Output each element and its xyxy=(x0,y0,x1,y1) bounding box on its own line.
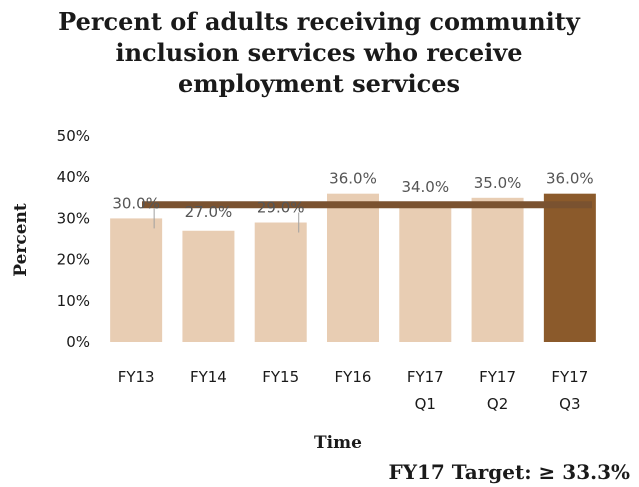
data-label: 27.0% xyxy=(185,203,233,221)
data-label: 29.0% xyxy=(257,199,305,217)
bar xyxy=(543,193,596,342)
data-label: 30.0% xyxy=(112,194,160,212)
x-tick-label: FY14 xyxy=(190,368,227,386)
x-tick-label: FY16 xyxy=(335,368,372,386)
data-label: 34.0% xyxy=(401,178,449,196)
bar xyxy=(110,218,163,342)
x-tick-label: FY17 xyxy=(479,368,516,386)
x-tick-label: FY17 xyxy=(407,368,444,386)
y-axis-ticks: 0% 10% 20% 30% 40% 50% xyxy=(57,127,90,351)
x-tick-label: Q3 xyxy=(559,395,580,413)
x-tick-label: FY15 xyxy=(262,368,299,386)
x-tick-label: Q2 xyxy=(487,395,508,413)
data-label: 36.0% xyxy=(329,170,377,188)
bar xyxy=(327,193,379,342)
y-tick-label: 50% xyxy=(57,127,90,145)
x-axis-ticks: FY13 FY14 FY15 FY16 FY17 Q1 FY17 Q2 FY17 Q3 xyxy=(118,368,589,413)
bar xyxy=(254,222,307,342)
y-tick-label: 30% xyxy=(57,209,90,227)
target-line-group xyxy=(142,201,592,233)
y-tick-label: 10% xyxy=(57,292,90,310)
chart-title-line: Percent of adults receiving community xyxy=(58,7,581,36)
target-note: FY17 Target: ≥ 33.3% xyxy=(389,460,630,484)
bar xyxy=(471,197,524,342)
data-label: 35.0% xyxy=(474,174,522,192)
bar xyxy=(399,201,452,342)
bars xyxy=(110,193,596,342)
y-tick-label: 0% xyxy=(66,333,90,351)
y-tick-label: 40% xyxy=(57,168,90,186)
y-axis-title: Percent xyxy=(11,203,31,277)
data-label: 36.0% xyxy=(546,170,594,188)
y-tick-label: 20% xyxy=(57,251,90,269)
chart-title-line: inclusion services who receive xyxy=(115,38,522,67)
x-axis-title: Time xyxy=(314,433,362,453)
chart-title: Percent of adults receiving communityinc… xyxy=(58,7,581,98)
x-tick-label: FY17 xyxy=(551,368,588,386)
chart-title-line: employment services xyxy=(178,69,460,98)
bar xyxy=(182,230,235,342)
x-tick-label: Q1 xyxy=(415,395,436,413)
data-labels: 30.0% 27.0% 29.0% 36.0% 34.0% 35.0% 36.0% xyxy=(112,170,593,221)
x-tick-label: FY13 xyxy=(118,368,155,386)
